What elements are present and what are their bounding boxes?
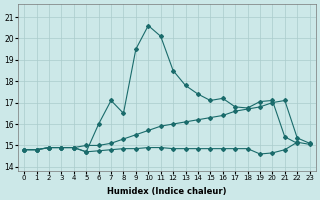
- X-axis label: Humidex (Indice chaleur): Humidex (Indice chaleur): [107, 187, 227, 196]
